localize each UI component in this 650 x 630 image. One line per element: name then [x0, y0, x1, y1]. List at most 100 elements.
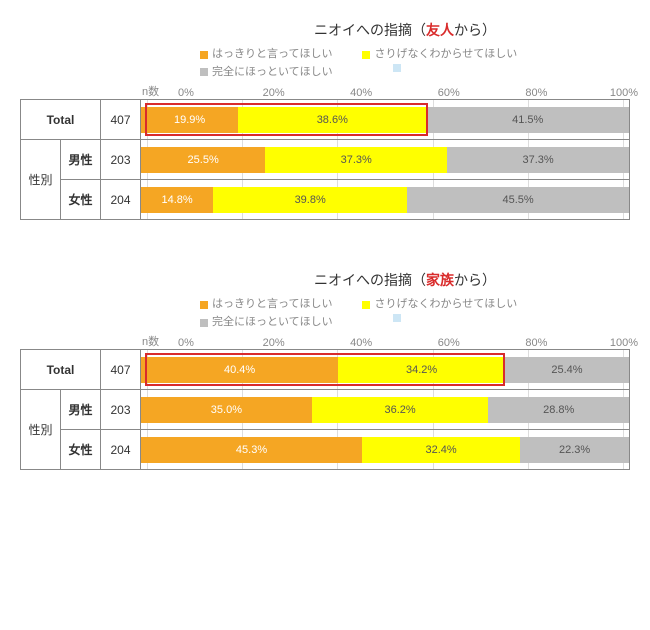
row-n: 204: [101, 430, 141, 470]
legend-label: さりげなくわからせてほしい: [374, 296, 517, 314]
category-label: 性別: [21, 140, 61, 220]
legend-label: 完全にほっといてほしい: [212, 314, 333, 332]
n-header: n数: [140, 83, 180, 99]
bar-segment: 32.4%: [362, 437, 520, 463]
row-n: 204: [101, 180, 141, 220]
chart-block: ニオイへの指摘（友人から） はっきりと言ってほしい さりげなくわからせてほしい完全に…: [20, 20, 630, 220]
row-label: 男性: [61, 390, 101, 430]
legend-swatch: [362, 51, 370, 59]
axis-tick: 60%: [438, 87, 460, 99]
data-table: Total40719.9%38.6%41.5%性別男性20325.5%37.3%…: [20, 99, 630, 220]
axis-tick: 80%: [525, 87, 547, 99]
title-suffix: から）: [454, 22, 496, 38]
table-row: 女性20445.3%32.4%22.3%: [21, 430, 630, 470]
stacked-bar: 25.5%37.3%37.3%: [141, 147, 629, 173]
legend-swatch: [200, 51, 208, 59]
bar-cell: 35.0%36.2%28.8%: [141, 390, 630, 430]
legend-item: はっきりと言ってほしい: [200, 46, 332, 64]
legend-swatch: [362, 301, 370, 309]
row-label: Total: [21, 350, 101, 390]
stacked-bar: 19.9%38.6%41.5%: [141, 107, 629, 133]
legend-label: さりげなくわからせてほしい: [374, 46, 517, 64]
row-label: 男性: [61, 140, 101, 180]
axis-tick: 40%: [350, 87, 372, 99]
axis-tick: 20%: [263, 337, 285, 349]
legend-swatch: [200, 68, 208, 76]
legend-item: 完全にほっといてほしい: [200, 64, 333, 82]
axis-tick: 20%: [263, 87, 285, 99]
row-n: 407: [101, 350, 141, 390]
axis-row: n数0%20%40%60%80%100%: [20, 81, 630, 99]
bar-segment: 19.9%: [141, 107, 238, 133]
legend-swatch-empty: [393, 64, 401, 72]
legend-label: 完全にほっといてほしい: [212, 64, 333, 82]
bar-segment: 45.3%: [141, 437, 362, 463]
legend-swatch-empty: [393, 314, 401, 322]
axis-tick: 100%: [610, 337, 638, 349]
legend-label: はっきりと言ってほしい: [212, 296, 332, 314]
bar-segment: 39.8%: [213, 187, 407, 213]
axis-ticks: 0%20%40%60%80%100%: [186, 333, 624, 349]
axis-tick: 60%: [438, 337, 460, 349]
bar-segment: 41.5%: [426, 107, 629, 133]
stacked-bar: 40.4%34.2%25.4%: [141, 357, 629, 383]
axis-tick: 0%: [178, 337, 194, 349]
chart-title: ニオイへの指摘（家族から）: [20, 270, 630, 290]
stacked-bar: 35.0%36.2%28.8%: [141, 397, 629, 423]
title-suffix: から）: [454, 272, 496, 288]
bar-segment: 35.0%: [141, 397, 312, 423]
table-row: 女性20414.8%39.8%45.5%: [21, 180, 630, 220]
row-label: Total: [21, 100, 101, 140]
axis-tick: 40%: [350, 337, 372, 349]
legend-label: はっきりと言ってほしい: [212, 46, 332, 64]
axis-row: n数0%20%40%60%80%100%: [20, 331, 630, 349]
title-prefix: ニオイへの指摘（: [314, 22, 426, 38]
bar-cell: 19.9%38.6%41.5%: [141, 100, 630, 140]
bar-segment: 37.3%: [265, 147, 447, 173]
n-header: n数: [140, 333, 180, 349]
row-n: 407: [101, 100, 141, 140]
bar-segment: 22.3%: [520, 437, 629, 463]
axis-ticks: 0%20%40%60%80%100%: [186, 83, 624, 99]
bar-cell: 40.4%34.2%25.4%: [141, 350, 630, 390]
legend: はっきりと言ってほしい さりげなくわからせてほしい完全にほっといてほしい: [20, 296, 630, 331]
chart-block: ニオイへの指摘（家族から） はっきりと言ってほしい さりげなくわからせてほしい完全に…: [20, 270, 630, 470]
bar-segment: 34.2%: [338, 357, 505, 383]
table-row: 性別男性20325.5%37.3%37.3%: [21, 140, 630, 180]
legend-item: さりげなくわからせてほしい: [362, 296, 517, 314]
bar-cell: 25.5%37.3%37.3%: [141, 140, 630, 180]
title-prefix: ニオイへの指摘（: [314, 272, 426, 288]
bar-segment: 36.2%: [312, 397, 489, 423]
data-table: Total40740.4%34.2%25.4%性別男性20335.0%36.2%…: [20, 349, 630, 470]
axis-tick: 0%: [178, 87, 194, 99]
legend-swatch: [200, 301, 208, 309]
table-row: Total40719.9%38.6%41.5%: [21, 100, 630, 140]
bar-segment: 14.8%: [141, 187, 213, 213]
category-label: 性別: [21, 390, 61, 470]
legend-swatch: [200, 319, 208, 327]
legend-item: 完全にほっといてほしい: [200, 314, 333, 332]
bar-segment: 28.8%: [488, 397, 629, 423]
bar-segment: 40.4%: [141, 357, 338, 383]
bar-segment: 38.6%: [238, 107, 426, 133]
bar-segment: 37.3%: [447, 147, 629, 173]
bar-segment: 25.5%: [141, 147, 265, 173]
stacked-bar: 45.3%32.4%22.3%: [141, 437, 629, 463]
bar-segment: 45.5%: [407, 187, 629, 213]
legend: はっきりと言ってほしい さりげなくわからせてほしい完全にほっといてほしい: [20, 46, 630, 81]
row-label: 女性: [61, 180, 101, 220]
bar-segment: 25.4%: [505, 357, 629, 383]
bar-cell: 45.3%32.4%22.3%: [141, 430, 630, 470]
bar-cell: 14.8%39.8%45.5%: [141, 180, 630, 220]
axis-tick: 100%: [610, 87, 638, 99]
chart-title: ニオイへの指摘（友人から）: [20, 20, 630, 40]
legend-item: はっきりと言ってほしい: [200, 296, 332, 314]
legend-item: さりげなくわからせてほしい: [362, 46, 517, 64]
row-n: 203: [101, 390, 141, 430]
table-row: Total40740.4%34.2%25.4%: [21, 350, 630, 390]
title-highlight: 家族: [426, 272, 454, 288]
axis-tick: 80%: [525, 337, 547, 349]
row-n: 203: [101, 140, 141, 180]
stacked-bar: 14.8%39.8%45.5%: [141, 187, 629, 213]
table-row: 性別男性20335.0%36.2%28.8%: [21, 390, 630, 430]
